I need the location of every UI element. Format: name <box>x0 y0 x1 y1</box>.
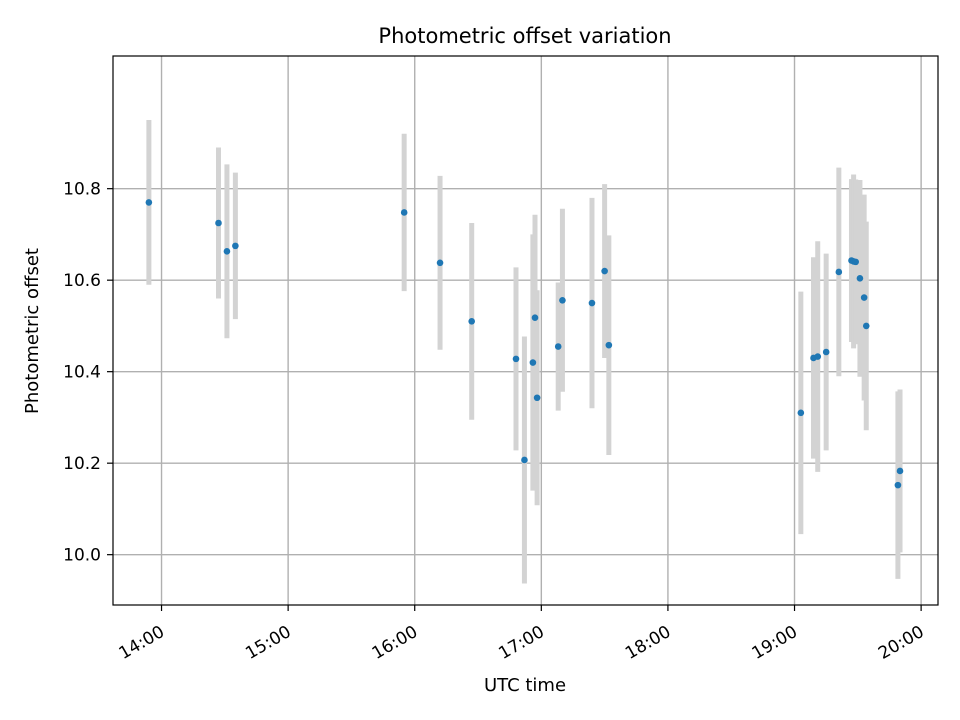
data-point <box>856 275 864 282</box>
y-tick-label: 10.6 <box>63 271 101 291</box>
data-point <box>822 348 830 356</box>
data-point <box>529 359 537 366</box>
data-point <box>533 394 541 402</box>
data-point <box>512 355 520 363</box>
plot-frame <box>112 55 939 606</box>
data-point <box>862 322 870 330</box>
data-point <box>215 219 222 227</box>
data-point <box>559 297 566 304</box>
data-point <box>145 199 153 206</box>
data-point <box>896 467 904 475</box>
data-point <box>601 267 608 275</box>
data-point <box>894 481 902 489</box>
y-tick-label: 10.0 <box>63 546 101 566</box>
y-axis-title: Photometric offset <box>22 248 43 414</box>
data-point <box>814 353 822 360</box>
point-layer <box>145 199 904 489</box>
data-point <box>860 294 868 301</box>
data-point <box>223 248 231 255</box>
y-tick-label: 10.4 <box>63 363 101 383</box>
data-point <box>588 299 596 307</box>
data-point <box>232 242 239 250</box>
data-point <box>468 318 475 325</box>
data-point <box>835 268 843 276</box>
data-point <box>852 258 860 266</box>
data-point <box>797 409 805 417</box>
y-tick-label: 10.8 <box>63 180 101 200</box>
chart-title: Photometric offset variation <box>378 24 671 48</box>
data-point <box>554 343 562 350</box>
data-point <box>605 341 613 349</box>
y-tick-label: 10.2 <box>63 454 101 474</box>
data-point <box>400 209 408 216</box>
data-point <box>436 259 444 267</box>
data-point <box>521 456 528 464</box>
data-point <box>531 314 539 321</box>
x-axis-title: UTC time <box>484 675 566 696</box>
